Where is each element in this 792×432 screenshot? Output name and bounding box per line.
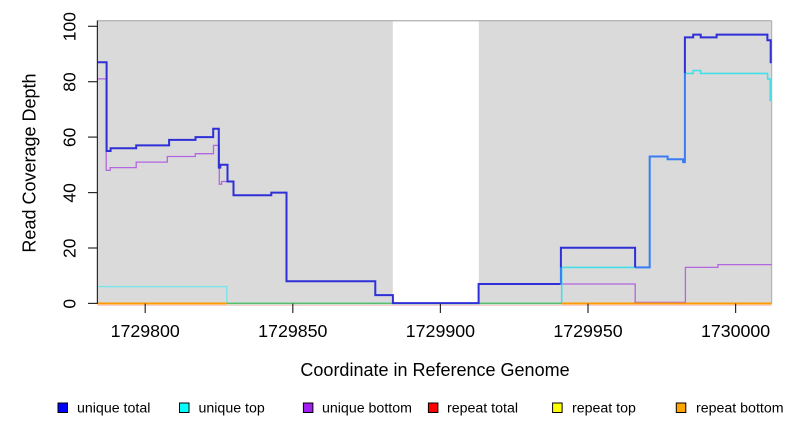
svg-text:Coordinate in Reference Genome: Coordinate in Reference Genome	[300, 360, 569, 380]
svg-text:1729950: 1729950	[553, 321, 622, 341]
svg-text:0: 0	[60, 299, 80, 309]
svg-text:repeat bottom: repeat bottom	[696, 401, 784, 417]
svg-text:100: 100	[60, 12, 80, 41]
svg-text:repeat top: repeat top	[572, 401, 636, 417]
svg-text:1729900: 1729900	[406, 321, 475, 341]
svg-text:60: 60	[60, 127, 80, 147]
svg-text:1729800: 1729800	[111, 321, 180, 341]
svg-text:20: 20	[60, 238, 80, 258]
svg-text:unique bottom: unique bottom	[322, 401, 412, 417]
svg-text:1730000: 1730000	[701, 321, 770, 341]
svg-text:1729850: 1729850	[258, 321, 327, 341]
svg-text:repeat total: repeat total	[447, 401, 518, 417]
svg-text:unique total: unique total	[77, 401, 150, 417]
svg-text:unique top: unique top	[199, 401, 265, 417]
svg-text:40: 40	[60, 183, 80, 203]
svg-text:Read Coverage Depth: Read Coverage Depth	[20, 73, 40, 252]
svg-text:80: 80	[60, 72, 80, 92]
